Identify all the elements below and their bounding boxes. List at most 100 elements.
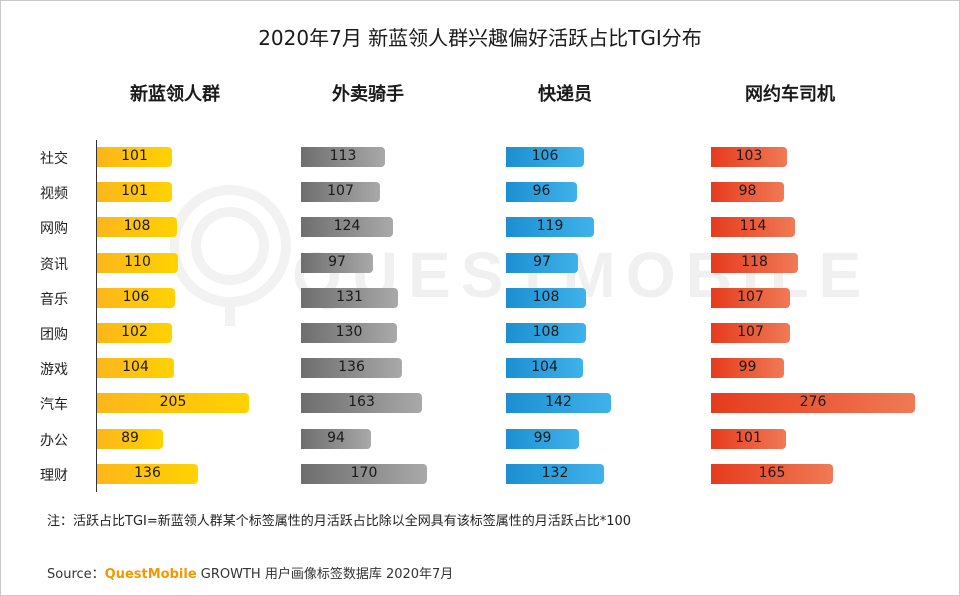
bar-wangyueche [711, 182, 784, 203]
data-label-wangyueche: 101 [735, 429, 762, 446]
data-label-kuaidi: 132 [541, 464, 569, 481]
data-label-kuaidi: 142 [545, 394, 572, 411]
bar-xinlanling [97, 147, 172, 167]
data-label-waimai: 94 [327, 429, 345, 446]
bar-xinlanling [97, 393, 249, 414]
data-label-xinlanling: 110 [124, 253, 151, 270]
bar-wangyueche [711, 147, 787, 167]
bar-kuaidi [506, 147, 584, 167]
data-label-xinlanling: 205 [159, 394, 187, 411]
data-label-wangyueche: 107 [737, 324, 764, 340]
bar-waimai [301, 323, 397, 343]
data-label-waimai: 130 [335, 324, 363, 340]
watermark-logo-icon [170, 185, 291, 326]
bar-kuaidi [506, 287, 586, 308]
category-label: 理财 [40, 467, 68, 484]
bar-xinlanling [97, 217, 177, 238]
data-label-waimai: 97 [328, 253, 346, 270]
bar-kuaidi [506, 463, 604, 484]
data-label-waimai: 136 [338, 359, 365, 376]
bar-wangyueche [711, 358, 784, 379]
source-prefix: Source： [47, 567, 105, 582]
data-label-wangyueche: 276 [799, 394, 827, 411]
category-label: 汽车 [40, 397, 68, 414]
category-label: 办公 [40, 432, 68, 449]
data-label-waimai: 113 [329, 148, 357, 164]
data-label-kuaidi: 108 [532, 324, 560, 340]
bar-wangyueche [711, 287, 790, 308]
bar-xinlanling [97, 287, 175, 308]
data-label-waimai: 170 [350, 464, 378, 481]
chart-title: 2020年7月 新蓝领人群兴趣偏好活跃占比TGI分布 [258, 26, 702, 50]
bar-kuaidi [506, 252, 578, 273]
series-header-kuaidi: 快递员 [538, 84, 592, 105]
bar-wangyueche [711, 217, 795, 238]
data-label-wangyueche: 103 [735, 148, 763, 164]
data-label-xinlanling: 108 [123, 218, 151, 235]
bar-waimai [301, 287, 398, 308]
bar-xinlanling [97, 323, 172, 343]
bar-waimai [301, 463, 427, 484]
bar-wangyueche [711, 428, 786, 449]
bar-waimai [301, 217, 393, 238]
source-line: Source：QuestMobile GROWTH 用户画像标签数据库 2020… [47, 563, 453, 582]
series-header-xinlanling: 新蓝领人群 [130, 84, 220, 105]
source-rest: GROWTH 用户画像标签数据库 2020年7月 [196, 567, 454, 582]
data-label-kuaidi: 97 [533, 253, 551, 270]
data-label-wangyueche: 99 [738, 359, 757, 376]
questmobile-brand: QuestMobile [104, 567, 197, 582]
series-header-wangyueche: 网约车司机 [745, 84, 835, 105]
bar-kuaidi [506, 358, 583, 379]
category-label: 团购 [40, 327, 68, 343]
bar-waimai [301, 147, 385, 167]
bar-xinlanling [97, 463, 198, 484]
bar-xinlanling [97, 428, 163, 449]
bar-wangyueche [711, 323, 790, 343]
category-label: 音乐 [40, 291, 68, 308]
data-label-xinlanling: 106 [122, 288, 150, 305]
bar-wangyueche [711, 393, 915, 414]
bar-kuaidi [506, 182, 577, 203]
bar-waimai [301, 252, 373, 273]
data-label-xinlanling: 102 [121, 324, 148, 340]
footnote: 注：活跃占比TGI=新蓝领人群某个标签属性的月活跃占比除以全网具有该标签属性的月… [47, 514, 632, 529]
category-label: 网购 [40, 221, 68, 238]
bar-wangyueche [711, 252, 798, 273]
data-label-kuaidi: 99 [533, 429, 552, 446]
data-label-kuaidi: 106 [531, 148, 559, 164]
bar-waimai [301, 428, 371, 449]
data-label-waimai: 163 [348, 394, 375, 411]
data-label-waimai: 107 [327, 183, 354, 200]
y-axis-line [96, 140, 97, 492]
data-label-kuaidi: 104 [531, 359, 558, 376]
data-label-waimai: 131 [336, 288, 363, 305]
data-label-xinlanling: 89 [121, 429, 139, 446]
data-label-wangyueche: 118 [741, 253, 768, 270]
bar-xinlanling [97, 252, 178, 273]
data-label-kuaidi: 108 [532, 288, 560, 305]
bar-xinlanling [97, 358, 174, 379]
data-label-xinlanling: 136 [134, 464, 161, 481]
bar-kuaidi [506, 393, 611, 414]
data-label-xinlanling: 101 [121, 183, 148, 200]
bar-kuaidi [506, 428, 579, 449]
data-label-wangyueche: 114 [739, 218, 767, 235]
category-label: 社交 [40, 151, 68, 167]
data-label-waimai: 124 [333, 218, 361, 235]
category-label: 游戏 [40, 362, 68, 379]
data-label-wangyueche: 107 [737, 288, 764, 305]
data-label-xinlanling: 104 [122, 359, 149, 376]
bar-kuaidi [506, 217, 594, 238]
bar-waimai [301, 393, 422, 414]
data-label-kuaidi: 96 [532, 183, 551, 200]
series-header-waimai: 外卖骑手 [332, 84, 404, 105]
data-label-wangyueche: 165 [758, 464, 786, 481]
bar-waimai [301, 358, 402, 379]
data-label-xinlanling: 101 [121, 148, 148, 164]
bar-kuaidi [506, 323, 586, 343]
data-label-wangyueche: 98 [738, 183, 757, 200]
category-label: 资讯 [40, 256, 68, 273]
category-label: 视频 [40, 186, 68, 203]
data-label-kuaidi: 119 [536, 218, 564, 235]
bar-xinlanling [97, 182, 172, 203]
